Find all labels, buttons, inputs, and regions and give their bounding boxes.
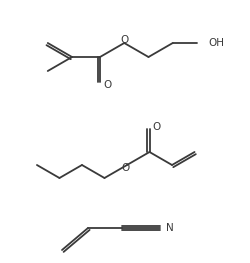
Text: O: O [121, 163, 129, 173]
Text: O: O [120, 35, 128, 45]
Text: O: O [103, 80, 111, 90]
Text: O: O [152, 122, 161, 132]
Text: N: N [166, 223, 174, 233]
Text: OH: OH [208, 38, 224, 48]
